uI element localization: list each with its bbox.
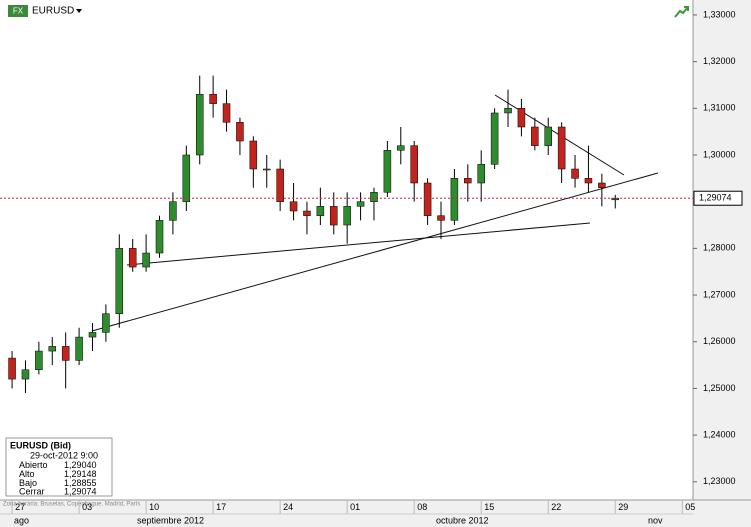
candle-body (504, 108, 512, 114)
month-label: ago (14, 515, 29, 525)
y-tick-label: 1,32000 (703, 56, 736, 66)
candle-body (21, 369, 30, 380)
y-tick-label: 1,24000 (703, 429, 736, 439)
candle-body (48, 346, 57, 352)
info-box-frame (5, 437, 113, 497)
y-tick-label: 1,23000 (703, 476, 736, 486)
info-box: EURUSD (Bid) 29-oct-2012 9:00 Abierto 1,… (5, 437, 113, 497)
candle-body (195, 94, 204, 156)
candle-body (155, 220, 164, 254)
candle-body (8, 357, 16, 380)
candle-body (75, 336, 83, 361)
info-value: 1,29040 (64, 460, 97, 470)
info-value: 1,29148 (64, 469, 97, 479)
x-tick-label: 24 (283, 502, 293, 512)
dropdown-arrow[interactable] (76, 9, 82, 13)
candle-body (598, 182, 606, 188)
x-tick-label: 10 (149, 502, 159, 512)
symbol-icon-text: FX (13, 7, 24, 16)
candle-body (571, 168, 579, 179)
y-axis-panel (693, 0, 751, 527)
candle-body (464, 178, 472, 184)
month-label: nov (648, 515, 663, 525)
month-label: octubre 2012 (436, 515, 489, 525)
x-tick-label: 03 (82, 502, 92, 512)
y-tick-label: 1,33000 (703, 9, 736, 19)
candle-body (383, 150, 392, 193)
symbol-icon (8, 5, 28, 17)
candle-body (222, 103, 231, 123)
info-datetime: 29-oct-2012 9:00 (30, 450, 98, 460)
candle-body (262, 168, 271, 171)
candle-body (316, 206, 325, 216)
candle-body (517, 108, 526, 128)
candle-body (330, 206, 338, 226)
info-label: Alto (19, 469, 35, 479)
y-tick-label: 1,26000 (703, 336, 736, 346)
info-label: Abierto (19, 460, 48, 470)
x-tick-label: 05 (685, 502, 695, 512)
candle-body (450, 178, 459, 221)
y-tick-label: 1,27000 (703, 289, 736, 299)
candle-body (236, 122, 244, 142)
candle-body (61, 346, 70, 361)
candle-body (35, 350, 43, 370)
candle-body (128, 248, 137, 268)
info-title: EURUSD (Bid) (10, 440, 71, 450)
info-value: 1,29074 (64, 486, 97, 496)
candle-body (557, 126, 566, 170)
candle-body (276, 168, 284, 202)
symbol[interactable]: EURUSD (32, 6, 74, 17)
candle-body (490, 112, 499, 165)
y-tick-label: 1,28000 (703, 243, 736, 253)
candle-body (249, 140, 258, 170)
info-label: Bajo (19, 478, 37, 488)
candle-body (410, 145, 418, 184)
candle-body (397, 145, 405, 151)
candle-body (370, 192, 378, 202)
candle-body (437, 215, 445, 221)
timezone: Zona horaria: Bruselas, Copenhague, Madr… (3, 502, 140, 508)
candle-body (477, 164, 485, 184)
month-label: septiembre 2012 (137, 515, 204, 525)
candle-body (115, 248, 124, 314)
candle-body (356, 201, 365, 207)
x-tick-label: 27 (15, 502, 25, 512)
candle-body (584, 178, 593, 184)
candle-body (209, 94, 217, 104)
last-price-box (693, 190, 743, 206)
trend-icon[interactable] (674, 6, 689, 18)
candle-body (182, 154, 191, 202)
candle-body (169, 201, 177, 221)
x-tick-label: 29 (618, 502, 628, 512)
candle-body (544, 126, 552, 146)
x-tick-label: 22 (551, 502, 561, 512)
plot (8, 75, 620, 394)
candle-body (531, 126, 539, 146)
candle-body (102, 313, 110, 333)
candle-body (611, 197, 620, 201)
x-tick-label: 17 (216, 502, 226, 512)
candle-body (142, 252, 150, 268)
candle-body (423, 182, 432, 216)
last-price-label: 1,29074 (699, 193, 732, 203)
y-tick-label: 1,30000 (703, 149, 736, 159)
y-tick-label: 1,31000 (703, 103, 736, 113)
x-tick-label: 01 (350, 502, 360, 512)
candle-body (343, 206, 351, 226)
x-tick-label: 15 (484, 502, 494, 512)
x-tick-label: 08 (417, 502, 427, 512)
candle-body (88, 332, 97, 338)
candle-body (303, 210, 311, 216)
trend-line (126, 222, 591, 266)
candle-body (289, 201, 298, 212)
trend-line (91, 172, 659, 332)
info-value: 1,28855 (64, 478, 97, 488)
info-label: Cerrar (19, 486, 45, 496)
y-tick-label: 1,25000 (703, 383, 736, 393)
